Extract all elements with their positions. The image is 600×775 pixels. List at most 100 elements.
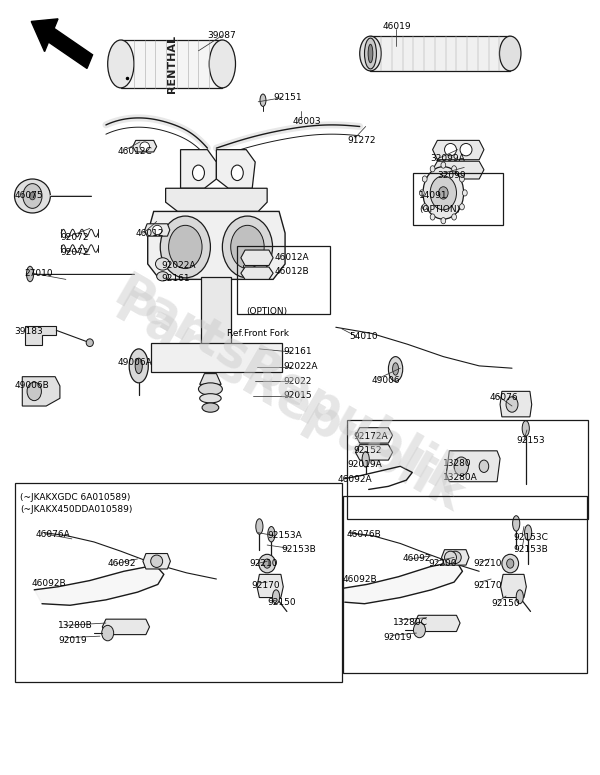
Ellipse shape — [499, 36, 521, 71]
Ellipse shape — [388, 356, 403, 381]
Ellipse shape — [422, 176, 427, 182]
Text: 46092A: 46092A — [338, 475, 372, 484]
Bar — [370, 36, 510, 71]
Polygon shape — [200, 374, 221, 384]
Text: 39087: 39087 — [208, 31, 236, 40]
Ellipse shape — [430, 176, 457, 210]
Text: 49006A: 49006A — [118, 357, 152, 367]
Text: 13280B: 13280B — [58, 621, 93, 630]
Polygon shape — [356, 445, 392, 460]
Text: 46092B: 46092B — [31, 579, 66, 588]
Text: 92019: 92019 — [58, 636, 87, 645]
Text: 92022A: 92022A — [161, 261, 196, 270]
Text: 92150: 92150 — [267, 598, 296, 607]
Text: 91272: 91272 — [348, 136, 376, 145]
Ellipse shape — [460, 204, 464, 210]
Ellipse shape — [14, 179, 50, 213]
Polygon shape — [166, 188, 267, 212]
Text: 46092: 46092 — [403, 554, 431, 563]
Text: 92153B: 92153B — [514, 545, 548, 554]
Ellipse shape — [268, 526, 275, 542]
Ellipse shape — [522, 421, 529, 436]
Text: 92170: 92170 — [251, 580, 280, 590]
Ellipse shape — [463, 190, 467, 196]
Polygon shape — [22, 377, 60, 406]
Text: 49006: 49006 — [371, 376, 400, 385]
Text: 49006B: 49006B — [14, 381, 49, 390]
Text: 39183: 39183 — [14, 327, 43, 336]
Ellipse shape — [200, 394, 221, 403]
Text: 92161: 92161 — [161, 274, 190, 283]
Bar — [202, 277, 232, 345]
Text: 92210: 92210 — [473, 559, 502, 568]
Ellipse shape — [26, 267, 34, 281]
Text: 27010: 27010 — [24, 269, 53, 277]
Text: 92172A: 92172A — [354, 432, 388, 442]
Ellipse shape — [502, 554, 518, 573]
Text: 92150: 92150 — [491, 599, 520, 608]
Ellipse shape — [368, 44, 373, 63]
Text: 13280: 13280 — [443, 459, 472, 467]
Polygon shape — [181, 150, 217, 188]
Ellipse shape — [441, 162, 446, 168]
Text: 46012A: 46012A — [275, 253, 310, 262]
Text: 13280A: 13280A — [443, 473, 478, 481]
Ellipse shape — [524, 525, 532, 540]
Polygon shape — [25, 326, 56, 345]
Ellipse shape — [140, 142, 149, 151]
Ellipse shape — [449, 551, 461, 563]
Polygon shape — [241, 267, 273, 280]
Text: 46076: 46076 — [490, 393, 518, 402]
Polygon shape — [257, 574, 283, 598]
Ellipse shape — [23, 184, 42, 208]
Text: 46012B: 46012B — [275, 267, 310, 276]
Text: 13280C: 13280C — [392, 618, 427, 627]
Text: 46076B: 46076B — [347, 530, 382, 539]
Text: 92152: 92152 — [354, 446, 382, 455]
Text: (OPTION): (OPTION) — [246, 308, 287, 316]
Polygon shape — [145, 224, 170, 236]
Ellipse shape — [259, 554, 275, 573]
Polygon shape — [217, 150, 255, 188]
Polygon shape — [500, 391, 532, 417]
Ellipse shape — [232, 165, 243, 181]
Text: 92161: 92161 — [283, 347, 312, 356]
Ellipse shape — [199, 383, 223, 395]
Text: 46019: 46019 — [382, 22, 411, 31]
Bar — [347, 420, 589, 518]
Polygon shape — [133, 140, 157, 152]
Polygon shape — [343, 561, 463, 604]
FancyArrow shape — [31, 19, 92, 68]
Text: 92210: 92210 — [249, 559, 278, 568]
Text: (~JKAKX450DDA010589): (~JKAKX450DDA010589) — [20, 505, 133, 514]
Ellipse shape — [392, 363, 398, 375]
Polygon shape — [442, 549, 469, 565]
Ellipse shape — [272, 590, 280, 604]
Polygon shape — [148, 212, 285, 280]
Ellipse shape — [516, 590, 523, 604]
Ellipse shape — [223, 216, 272, 278]
Ellipse shape — [160, 216, 211, 278]
Text: 46076A: 46076A — [36, 530, 71, 539]
Bar — [237, 246, 330, 314]
Ellipse shape — [102, 625, 113, 641]
Text: 46003: 46003 — [293, 116, 322, 126]
Ellipse shape — [479, 460, 489, 473]
Bar — [343, 495, 587, 673]
Ellipse shape — [360, 36, 381, 71]
Text: 32099A: 32099A — [430, 154, 465, 164]
Polygon shape — [433, 140, 484, 160]
Text: 92015: 92015 — [283, 391, 312, 401]
Text: 92072: 92072 — [60, 248, 88, 257]
Text: 46092B: 46092B — [343, 574, 377, 584]
Text: 32099: 32099 — [437, 170, 466, 180]
Polygon shape — [356, 428, 392, 443]
Polygon shape — [241, 250, 273, 266]
Text: 46092: 46092 — [107, 559, 136, 568]
Text: 46012: 46012 — [136, 229, 164, 238]
Ellipse shape — [445, 143, 457, 156]
Text: PartsRepublik: PartsRepublik — [105, 284, 471, 522]
Text: 92153C: 92153C — [514, 532, 548, 542]
Polygon shape — [500, 574, 526, 598]
Ellipse shape — [231, 226, 264, 269]
